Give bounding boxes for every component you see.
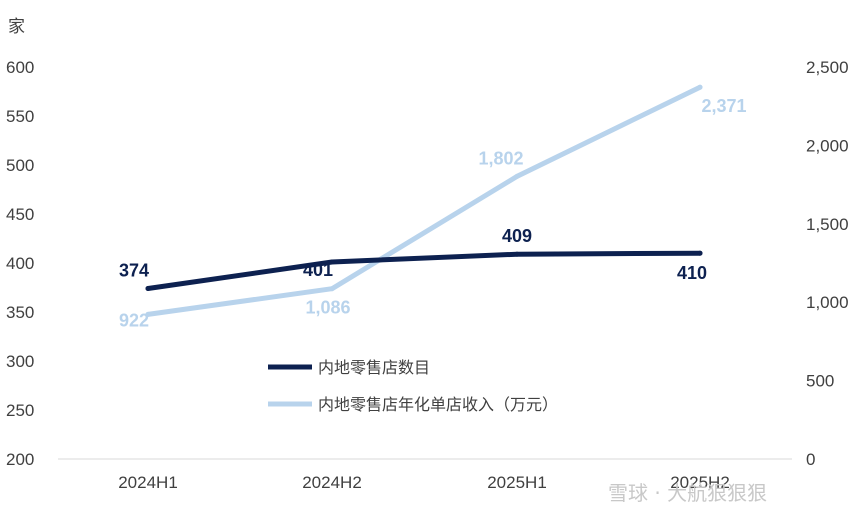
data-label-store-count: 374 bbox=[119, 260, 149, 280]
right-tick-label: 2,500 bbox=[806, 58, 849, 77]
right-tick-label: 500 bbox=[806, 372, 834, 391]
right-tick-label: 2,000 bbox=[806, 136, 849, 155]
x-tick-label: 2025H1 bbox=[487, 473, 547, 492]
left-tick-label: 400 bbox=[6, 254, 34, 273]
data-label-store-count: 409 bbox=[502, 226, 532, 246]
data-point-store-count bbox=[514, 251, 520, 257]
left-axis-unit: 家 bbox=[8, 17, 25, 37]
series-lines bbox=[145, 84, 703, 317]
data-point-store-revenue bbox=[514, 173, 520, 179]
x-axis-ticks: 2024H1 2024H2 2025H1 2025H2 bbox=[118, 473, 730, 492]
left-axis-ticks: 200 250 300 350 400 450 500 550 600 bbox=[6, 58, 34, 469]
data-point-store-count bbox=[697, 250, 703, 256]
watermark: 雪球 · 大航狠狠狠 bbox=[608, 481, 767, 505]
data-label-store-revenue: 1,802 bbox=[478, 148, 523, 168]
left-tick-label: 350 bbox=[6, 303, 34, 322]
right-tick-label: 0 bbox=[806, 450, 815, 469]
legend: 内地零售店数目 内地零售店年化单店收入（万元） bbox=[268, 358, 558, 414]
data-label-store-revenue: 922 bbox=[119, 310, 149, 330]
right-tick-label: 1,500 bbox=[806, 215, 849, 234]
data-label-store-revenue: 1,086 bbox=[305, 298, 350, 318]
left-tick-label: 550 bbox=[6, 107, 34, 126]
left-tick-label: 200 bbox=[6, 450, 34, 469]
left-tick-label: 500 bbox=[6, 156, 34, 175]
left-tick-label: 450 bbox=[6, 205, 34, 224]
data-point-store-revenue bbox=[145, 311, 151, 317]
data-point-store-count bbox=[145, 286, 151, 291]
series-line-store-count bbox=[145, 250, 703, 291]
left-tick-label: 600 bbox=[6, 58, 34, 77]
series-line-store-revenue bbox=[145, 84, 703, 317]
data-label-store-revenue: 2,371 bbox=[701, 96, 746, 116]
data-point-store-count bbox=[329, 259, 335, 265]
x-tick-label: 2024H1 bbox=[118, 473, 178, 492]
data-label-store-count: 410 bbox=[677, 263, 707, 283]
right-axis-ticks: 0 500 1,000 1,500 2,000 2,500 bbox=[806, 58, 849, 469]
right-tick-label: 1,000 bbox=[806, 293, 849, 312]
data-labels: 374 401 409 410 922 1,086 1,802 2,371 bbox=[119, 96, 747, 330]
data-point-store-revenue bbox=[329, 286, 335, 292]
left-tick-label: 250 bbox=[6, 401, 34, 420]
x-tick-label: 2025H2 bbox=[670, 473, 730, 492]
legend-label-store-count: 内地零售店数目 bbox=[318, 358, 430, 377]
legend-label-store-revenue: 内地零售店年化单店收入（万元） bbox=[318, 395, 558, 414]
x-tick-label: 2024H2 bbox=[302, 473, 362, 492]
data-label-store-count: 401 bbox=[303, 260, 333, 280]
left-tick-label: 300 bbox=[6, 352, 34, 371]
data-point-store-revenue bbox=[697, 84, 703, 90]
